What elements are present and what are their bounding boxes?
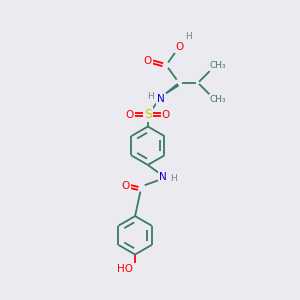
Text: O: O [162,110,170,120]
Polygon shape [163,84,178,96]
Text: O: O [175,42,183,52]
Text: CH₃: CH₃ [210,95,226,104]
Text: HO: HO [118,264,134,274]
Text: H: H [147,92,153,101]
Text: CH₃: CH₃ [210,61,226,70]
Text: N: N [157,94,164,104]
Text: O: O [144,56,152,67]
Text: H: H [170,174,177,183]
Text: O: O [121,181,130,191]
Text: N: N [159,172,167,182]
Text: O: O [126,110,134,120]
Text: S: S [144,108,152,121]
Text: H: H [185,32,192,41]
